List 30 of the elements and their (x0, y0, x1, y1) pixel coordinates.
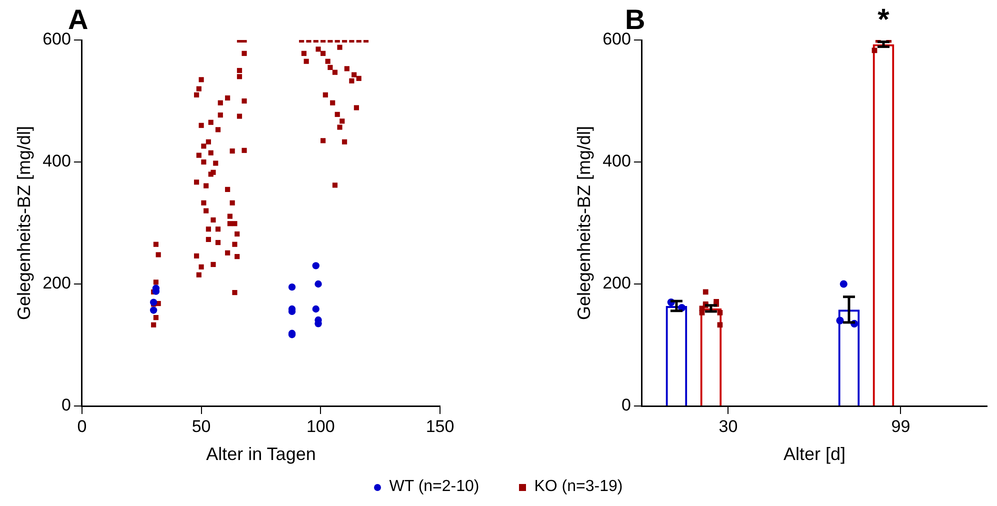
bar (838, 310, 860, 406)
y-tick-label: 600 (42, 30, 71, 49)
y-tick-label: 200 (602, 274, 631, 293)
y-tick-label: 0 (61, 396, 71, 415)
x-axis-title: Alter [d] (783, 444, 846, 464)
legend-label: WT (n=2-10) (389, 478, 480, 496)
y-tick-label: 600 (602, 30, 631, 49)
chart-title: A (68, 4, 88, 35)
point (314, 280, 322, 288)
y-tick-label: 200 (42, 274, 71, 293)
bar (872, 44, 894, 406)
x-axis-title: Alter in Tagen (206, 444, 316, 464)
x-tick-label: 0 (77, 416, 87, 436)
x-tick-label: 100 (306, 416, 335, 436)
x-tick-label: 30 (718, 416, 738, 436)
point (312, 305, 320, 313)
x-tick-label: 50 (192, 416, 211, 436)
y-axis-title: Gelegenheits-BZ [mg/dl] (14, 126, 34, 320)
x-tick-label: 150 (426, 416, 454, 436)
point (312, 262, 320, 270)
text: * (878, 4, 890, 37)
point (288, 283, 296, 291)
point (150, 298, 158, 306)
point (150, 306, 158, 314)
y-tick-label: 0 (621, 396, 631, 415)
y-tick-label: 400 (42, 152, 71, 171)
y-axis-title: Gelegenheits-BZ [mg/dl] (574, 126, 594, 320)
x-tick-label: 99 (891, 416, 910, 436)
y-tick-label: 400 (602, 152, 631, 171)
legend-label: KO (n=3-19) (534, 478, 623, 496)
